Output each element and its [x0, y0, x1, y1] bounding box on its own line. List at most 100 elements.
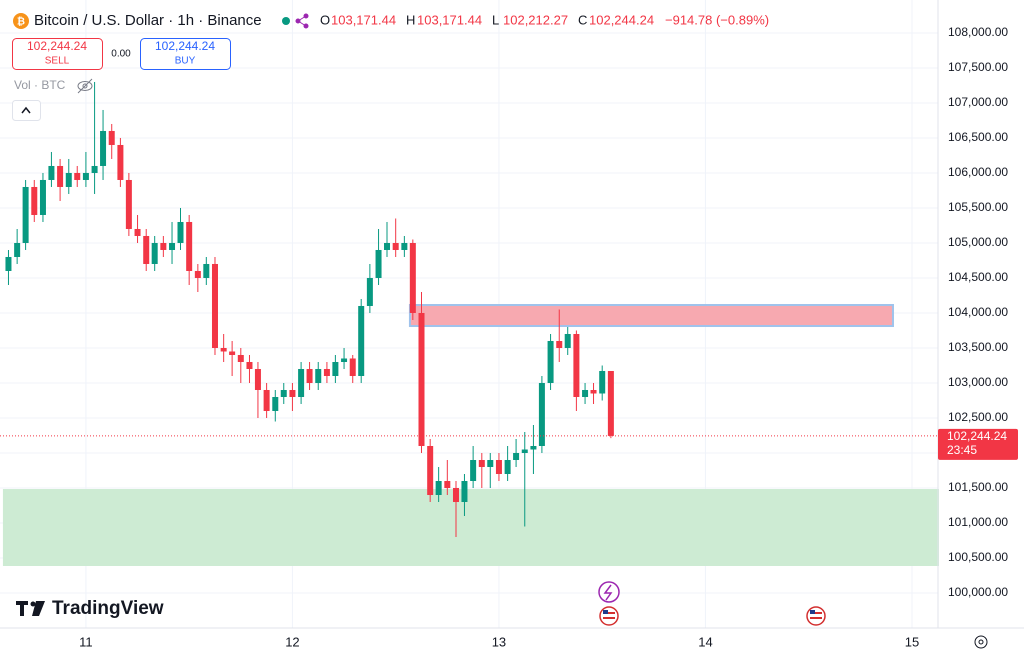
zone [2, 489, 939, 567]
candle-body [22, 186, 29, 243]
ohlc-letter: L [492, 12, 499, 27]
y-tick-label: 104,000.00 [948, 305, 1008, 319]
candle-body [478, 459, 485, 467]
candle-body [384, 242, 391, 250]
candle-body [564, 333, 571, 348]
candle-body [237, 354, 244, 362]
y-tick-label: 106,000.00 [948, 165, 1008, 179]
y-tick-label: 100,500.00 [948, 550, 1008, 564]
y-tick-label: 105,500.00 [948, 200, 1008, 214]
candle-body [246, 361, 253, 369]
candle-body [470, 459, 477, 482]
candle-body [14, 242, 21, 257]
candle-body [169, 242, 176, 250]
candle-body [306, 368, 313, 383]
candle-body [530, 445, 537, 450]
y-tick-label: 104,500.00 [948, 270, 1008, 284]
candle-body [349, 358, 356, 376]
candle-body [521, 449, 528, 453]
share-icon [295, 13, 309, 29]
candle-body [332, 361, 339, 376]
candle-body [134, 228, 141, 236]
candle-body [582, 389, 589, 397]
spread: 0.00 [111, 49, 131, 60]
sell-label[interactable]: SELL [45, 56, 70, 67]
y-tick-label: 108,000.00 [948, 25, 1008, 39]
candle-body [220, 347, 227, 352]
ohlc-value: 102,212.27 [503, 12, 568, 27]
candle-body [547, 340, 554, 383]
candle-body [435, 481, 442, 496]
ohlc-value: 103,171.44 [331, 12, 396, 27]
candle-body [203, 263, 210, 278]
ohlc-legend: O 103,171.44 H 103,171.44 L 102,212.27 C 102,24… [320, 12, 654, 27]
candle-body [117, 144, 124, 180]
change-label: −914.78 (−0.89%) [665, 12, 769, 27]
candle-body [160, 242, 167, 250]
candle-body [263, 389, 270, 411]
candle-body [194, 270, 201, 278]
candle-body [358, 305, 365, 376]
candle-body [186, 221, 193, 271]
y-tick-label: 101,500.00 [948, 480, 1008, 494]
sell-button[interactable]: 102,244.24 SELL [12, 38, 103, 70]
candle-body [143, 235, 150, 264]
candle-body [590, 389, 597, 394]
x-tick-label: 14 [698, 634, 712, 649]
candle-body [409, 242, 416, 313]
last-price-label: 102,244.24 [947, 429, 1007, 443]
candle-body [341, 358, 348, 362]
buy-box[interactable] [140, 38, 231, 70]
candle-body [65, 172, 72, 187]
candle-body [418, 312, 425, 446]
y-tick-label: 101,000.00 [948, 515, 1008, 529]
candle-body [229, 351, 236, 355]
candle-body [108, 130, 115, 145]
candle-body [289, 389, 296, 397]
ohlc-value: 103,171.44 [417, 12, 482, 27]
candle-body [272, 396, 279, 411]
last-price-box [938, 428, 1018, 460]
candle-body [556, 340, 563, 348]
sell-price[interactable]: 102,244.24 [27, 39, 87, 53]
y-tick-label: 100,000.00 [948, 585, 1008, 599]
candle-body [538, 382, 545, 446]
settings-icon[interactable] [974, 635, 988, 649]
candle-body [254, 368, 261, 390]
collapse-button[interactable] [12, 100, 41, 121]
sell-box[interactable] [12, 38, 103, 70]
buy-button[interactable]: 102,244.24 BUY [140, 38, 231, 70]
candle-body [48, 165, 55, 180]
brand-logo [16, 601, 45, 616]
event-icons[interactable] [598, 581, 826, 626]
status-dot [282, 17, 290, 25]
btc-icon [13, 13, 29, 29]
candle-body [444, 481, 451, 489]
ohlc-letter: C [578, 12, 587, 27]
btc-icon-glyph: ₿ [17, 16, 25, 28]
candle-body [100, 130, 107, 166]
chart-title: Bitcoin / U.S. Dollar · 1h · Binance [34, 12, 262, 29]
candle-body [280, 389, 287, 397]
ohlc-value: 102,244.24 [589, 12, 654, 27]
candle-body [323, 368, 330, 376]
candle-body [177, 221, 184, 243]
candle-body [91, 165, 98, 173]
x-tick-label: 15 [905, 634, 919, 649]
candle-body [573, 333, 580, 397]
y-tick-label: 107,000.00 [948, 95, 1008, 109]
buy-label[interactable]: BUY [175, 56, 196, 67]
candle-body [298, 368, 305, 397]
candle-body [375, 249, 382, 278]
candle-body [39, 179, 46, 215]
x-tick-label: 11 [79, 634, 93, 649]
buy-price[interactable]: 102,244.24 [155, 39, 215, 53]
ohlc-letter: H [406, 12, 415, 27]
volume-label: Vol · BTC [14, 78, 66, 92]
zone [408, 304, 894, 328]
candle-body [211, 263, 218, 348]
candle-body [427, 445, 434, 496]
hide-icon[interactable] [77, 78, 93, 94]
